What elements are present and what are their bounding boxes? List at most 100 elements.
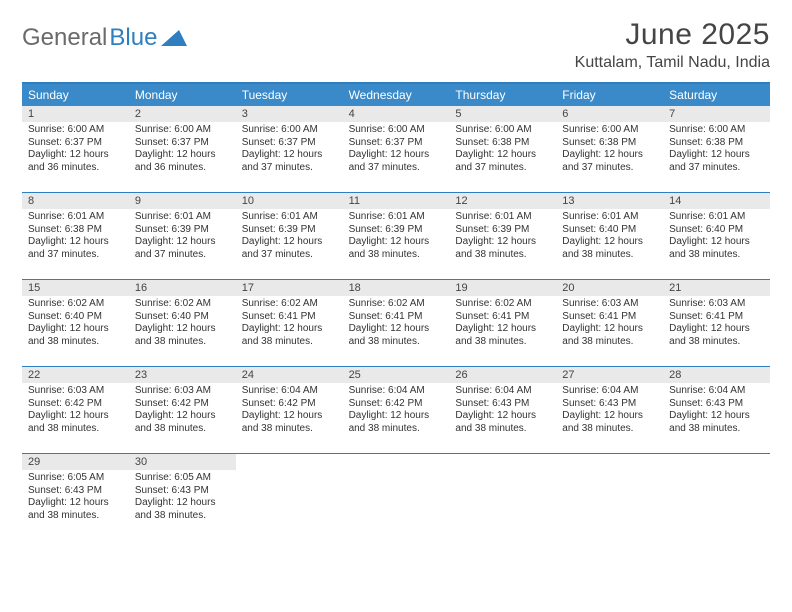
sunrise-line: Sunrise: 6:02 AM [349,298,444,311]
day-number: 25 [343,367,450,383]
daylight-line: Daylight: 12 hours and 38 minutes. [349,323,444,348]
sunrise-line: Sunrise: 6:01 AM [349,211,444,224]
day-info: Sunrise: 6:00 AMSunset: 6:37 PMDaylight:… [22,122,129,174]
sunset-line: Sunset: 6:43 PM [669,398,764,411]
day-info: Sunrise: 6:02 AMSunset: 6:41 PMDaylight:… [236,296,343,348]
daylight-line: Daylight: 12 hours and 37 minutes. [669,149,764,174]
month-title: June 2025 [575,18,770,52]
day-info: Sunrise: 6:04 AMSunset: 6:43 PMDaylight:… [449,383,556,435]
dow-header: Wednesday [343,84,450,106]
calendar-cell: 20Sunrise: 6:03 AMSunset: 6:41 PMDayligh… [556,280,663,366]
sunrise-line: Sunrise: 6:03 AM [135,385,230,398]
sunrise-line: Sunrise: 6:02 AM [242,298,337,311]
calendar-week: 29Sunrise: 6:05 AMSunset: 6:43 PMDayligh… [22,454,770,540]
calendar-cell: 11Sunrise: 6:01 AMSunset: 6:39 PMDayligh… [343,193,450,279]
sunset-line: Sunset: 6:41 PM [669,311,764,324]
day-info: Sunrise: 6:04 AMSunset: 6:43 PMDaylight:… [556,383,663,435]
day-number: 17 [236,280,343,296]
day-info: Sunrise: 6:01 AMSunset: 6:40 PMDaylight:… [556,209,663,261]
day-number: 10 [236,193,343,209]
daylight-line: Daylight: 12 hours and 38 minutes. [669,410,764,435]
daylight-line: Daylight: 12 hours and 37 minutes. [349,149,444,174]
sunset-line: Sunset: 6:38 PM [455,137,550,150]
daylight-line: Daylight: 12 hours and 38 minutes. [242,410,337,435]
calendar-cell: 21Sunrise: 6:03 AMSunset: 6:41 PMDayligh… [663,280,770,366]
sunrise-line: Sunrise: 6:03 AM [562,298,657,311]
daylight-line: Daylight: 12 hours and 38 minutes. [562,236,657,261]
sunrise-line: Sunrise: 6:02 AM [28,298,123,311]
calendar-cell: 8Sunrise: 6:01 AMSunset: 6:38 PMDaylight… [22,193,129,279]
sunrise-line: Sunrise: 6:05 AM [28,472,123,485]
day-number: 15 [22,280,129,296]
daylight-line: Daylight: 12 hours and 38 minutes. [669,236,764,261]
sunrise-line: Sunrise: 6:02 AM [455,298,550,311]
day-number: 19 [449,280,556,296]
sunrise-line: Sunrise: 6:02 AM [135,298,230,311]
calendar-cell: 2Sunrise: 6:00 AMSunset: 6:37 PMDaylight… [129,106,236,192]
day-info: Sunrise: 6:00 AMSunset: 6:37 PMDaylight:… [129,122,236,174]
sunset-line: Sunset: 6:40 PM [28,311,123,324]
daylight-line: Daylight: 12 hours and 37 minutes. [455,149,550,174]
daylight-line: Daylight: 12 hours and 38 minutes. [669,323,764,348]
sunrise-line: Sunrise: 6:00 AM [242,124,337,137]
calendar-cell: 19Sunrise: 6:02 AMSunset: 6:41 PMDayligh… [449,280,556,366]
day-number: 6 [556,106,663,122]
calendar-cell: 24Sunrise: 6:04 AMSunset: 6:42 PMDayligh… [236,367,343,453]
daylight-line: Daylight: 12 hours and 38 minutes. [135,323,230,348]
dow-header: Tuesday [236,84,343,106]
calendar-cell [236,454,343,540]
calendar-cell: 23Sunrise: 6:03 AMSunset: 6:42 PMDayligh… [129,367,236,453]
calendar-week: 1Sunrise: 6:00 AMSunset: 6:37 PMDaylight… [22,106,770,193]
daylight-line: Daylight: 12 hours and 38 minutes. [28,497,123,522]
header: GeneralBlue June 2025 Kuttalam, Tamil Na… [22,18,770,72]
day-number: 8 [22,193,129,209]
daylight-line: Daylight: 12 hours and 37 minutes. [242,149,337,174]
sunset-line: Sunset: 6:42 PM [349,398,444,411]
daylight-line: Daylight: 12 hours and 37 minutes. [242,236,337,261]
sunset-line: Sunset: 6:41 PM [349,311,444,324]
calendar-cell: 3 Sunrise: 6:00 AMSunset: 6:37 PMDaylight… [236,106,343,192]
sunset-line: Sunset: 6:38 PM [562,137,657,150]
daylight-line: Daylight: 12 hours and 36 minutes. [28,149,123,174]
daylight-line: Daylight: 12 hours and 38 minutes. [28,410,123,435]
sunset-line: Sunset: 6:43 PM [562,398,657,411]
day-info: Sunrise: 6:00 AMSunset: 6:37 PMDaylight:… [343,122,450,174]
day-info: Sunrise: 6:00 AMSunset: 6:38 PMDaylight:… [449,122,556,174]
dow-header: Sunday [22,84,129,106]
day-number: 1 [22,106,129,122]
sunrise-line: Sunrise: 6:04 AM [562,385,657,398]
dow-header-row: SundayMondayTuesdayWednesdayThursdayFrid… [22,84,770,106]
day-info: Sunrise: 6:03 AMSunset: 6:41 PMDaylight:… [556,296,663,348]
sunrise-line: Sunrise: 6:00 AM [135,124,230,137]
sunrise-line: Sunrise: 6:01 AM [669,211,764,224]
daylight-line: Daylight: 12 hours and 38 minutes. [349,236,444,261]
day-info: Sunrise: 6:00 AMSunset: 6:38 PMDaylight:… [663,122,770,174]
sunset-line: Sunset: 6:37 PM [242,137,337,150]
calendar-cell [556,454,663,540]
sunrise-line: Sunrise: 6:01 AM [455,211,550,224]
day-info: Sunrise: 6:01 AMSunset: 6:39 PMDaylight:… [343,209,450,261]
daylight-line: Daylight: 12 hours and 38 minutes. [455,410,550,435]
day-number: 3 [236,106,343,122]
calendar-cell [343,454,450,540]
day-number: 14 [663,193,770,209]
sunset-line: Sunset: 6:39 PM [242,224,337,237]
day-info: Sunrise: 6:01 AMSunset: 6:40 PMDaylight:… [663,209,770,261]
logo-triangle-icon [161,28,187,48]
day-number: 24 [236,367,343,383]
dow-header: Saturday [663,84,770,106]
day-number: 29 [22,454,129,470]
day-number: 22 [22,367,129,383]
sunset-line: Sunset: 6:38 PM [28,224,123,237]
daylight-line: Daylight: 12 hours and 37 minutes. [135,236,230,261]
sunrise-line: Sunrise: 6:04 AM [455,385,550,398]
calendar-cell: 30Sunrise: 6:05 AMSunset: 6:43 PMDayligh… [129,454,236,540]
day-number: 12 [449,193,556,209]
sunrise-line: Sunrise: 6:04 AM [349,385,444,398]
day-info: Sunrise: 6:02 AMSunset: 6:40 PMDaylight:… [22,296,129,348]
day-number: 27 [556,367,663,383]
calendar-cell: 1Sunrise: 6:00 AMSunset: 6:37 PMDaylight… [22,106,129,192]
sunrise-line: Sunrise: 6:01 AM [242,211,337,224]
sunrise-line: Sunrise: 6:00 AM [562,124,657,137]
day-info: Sunrise: 6:03 AMSunset: 6:42 PMDaylight:… [129,383,236,435]
